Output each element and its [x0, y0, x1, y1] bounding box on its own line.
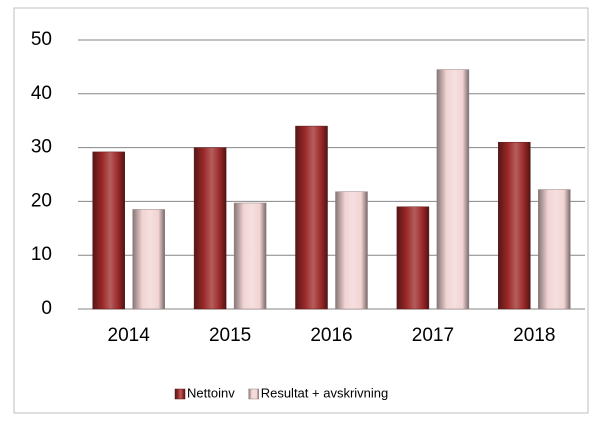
x-tick-label: 2014: [108, 325, 151, 346]
y-tick-label: 40: [31, 83, 52, 104]
y-tick-label: 0: [41, 298, 52, 319]
bar: [92, 151, 125, 310]
x-tick-label: 2016: [310, 325, 352, 346]
bar: [436, 69, 470, 310]
bar: [396, 206, 430, 310]
legend-label: Resultat + avskrivning: [261, 385, 389, 400]
y-tick-label: 20: [31, 190, 52, 211]
bar: [132, 209, 165, 310]
bar: [538, 189, 571, 310]
bar: [193, 147, 227, 310]
legend-swatch: [248, 388, 259, 400]
bar: [233, 202, 267, 310]
legend-label: Nettoinv: [187, 385, 235, 400]
y-tick-label: 30: [31, 137, 52, 158]
y-tick-label: 50: [31, 29, 52, 50]
x-tick-label: 2015: [209, 325, 251, 346]
bar: [295, 125, 328, 310]
bar: [498, 141, 531, 310]
bar: [335, 191, 368, 310]
x-tick-label: 2017: [412, 325, 454, 346]
x-tick-label: 2018: [513, 325, 555, 346]
legend-swatch: [174, 388, 186, 400]
y-tick-label: 10: [31, 244, 52, 265]
